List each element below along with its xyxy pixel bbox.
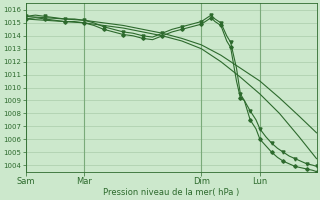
X-axis label: Pression niveau de la mer( hPa ): Pression niveau de la mer( hPa ) bbox=[103, 188, 239, 197]
